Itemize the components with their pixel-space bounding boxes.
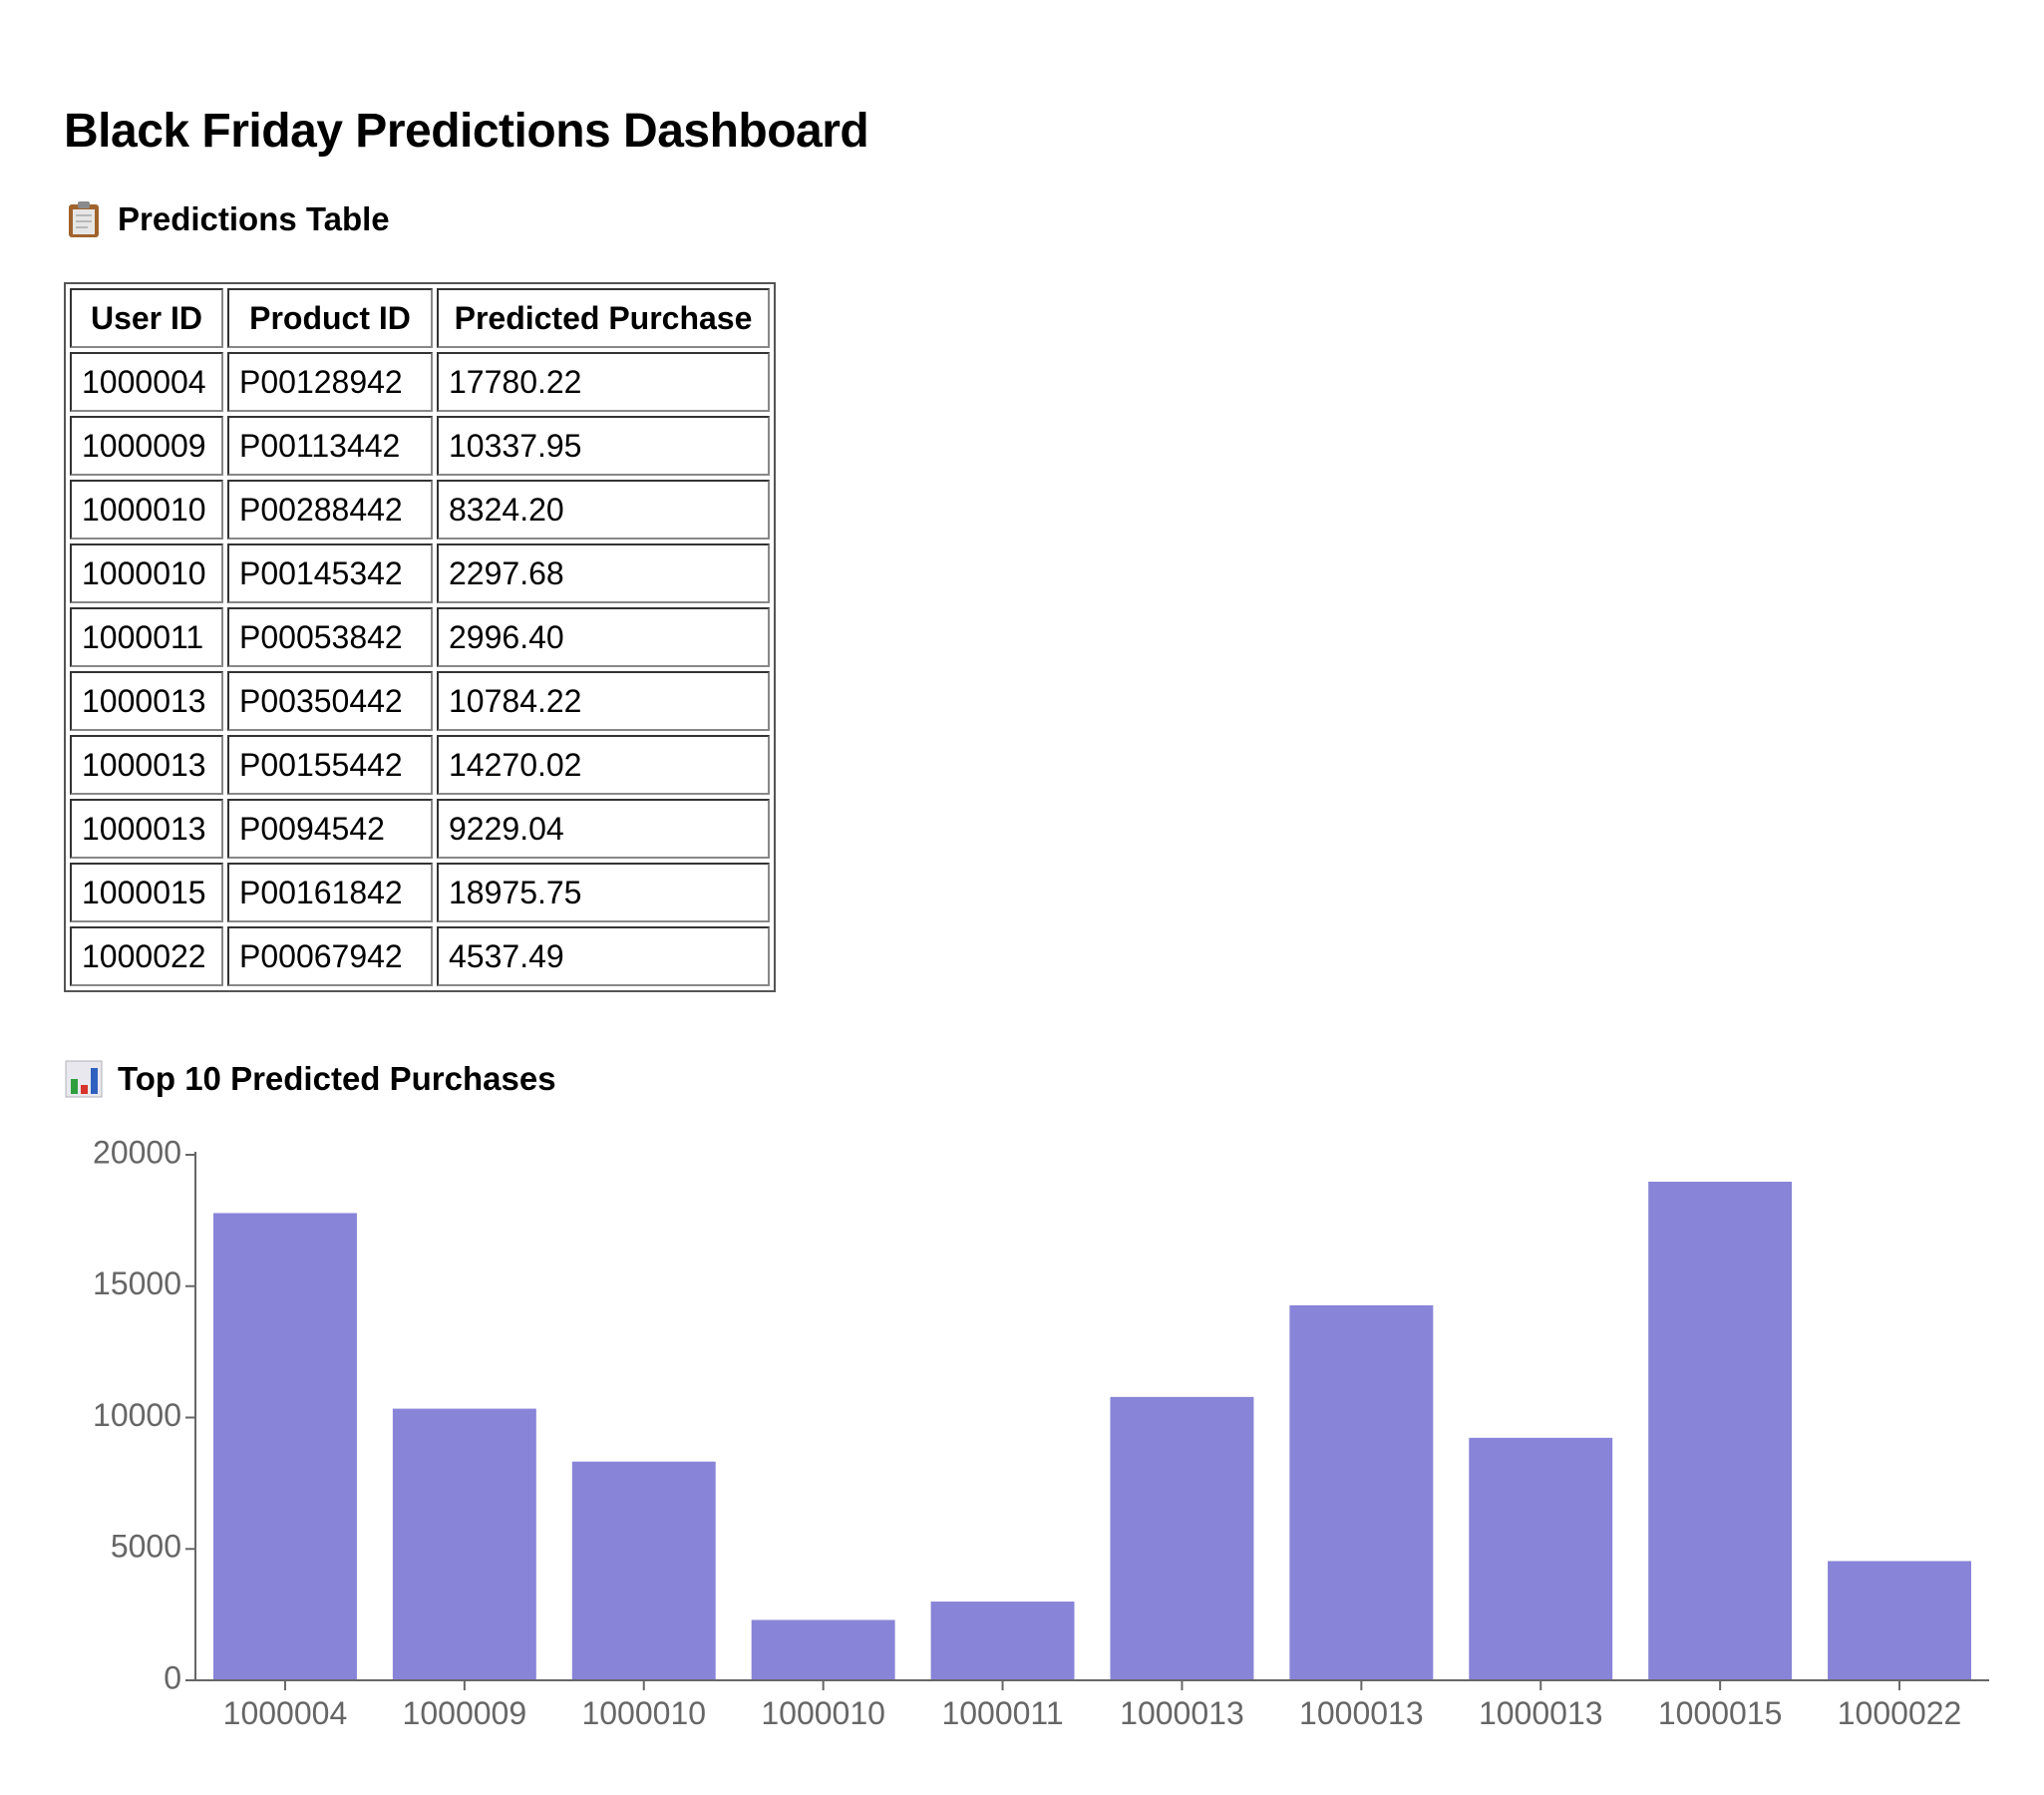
- cell-product-id: P00113442: [227, 416, 433, 476]
- bar: [571, 1461, 716, 1680]
- x-tick-label: 1000013: [1299, 1695, 1424, 1731]
- cell-product-id: P0094542: [227, 799, 433, 859]
- bar: [1648, 1181, 1793, 1680]
- table-row: 1000011 P00053842 2996.40: [70, 607, 770, 667]
- cell-product-id: P00128942: [227, 352, 433, 412]
- y-tick-label: 0: [164, 1659, 181, 1695]
- table-row: 1000015 P00161842 18975.75: [70, 863, 770, 922]
- cell-user-id: 1000004: [70, 352, 223, 412]
- cell-predicted-purchase: 8324.20: [437, 480, 770, 539]
- cell-predicted-purchase: 2297.68: [437, 543, 770, 603]
- table-row: 1000013 P00350442 10784.22: [70, 671, 770, 731]
- column-header-user-id: User ID: [70, 288, 223, 348]
- cell-user-id: 1000010: [70, 480, 223, 539]
- y-tick-label: 20000: [93, 1134, 181, 1170]
- y-tick-label: 15000: [93, 1265, 181, 1301]
- table-header-row: User ID Product ID Predicted Purchase: [70, 288, 770, 348]
- predictions-table-heading-label: Predictions Table: [118, 200, 390, 237]
- cell-product-id: P00161842: [227, 863, 433, 922]
- bar: [392, 1408, 536, 1680]
- cell-user-id: 1000022: [70, 926, 223, 986]
- cell-user-id: 1000009: [70, 416, 223, 476]
- x-tick-label: 1000010: [761, 1695, 885, 1731]
- cell-predicted-purchase: 4537.49: [437, 926, 770, 986]
- cell-predicted-purchase: 14270.02: [437, 735, 770, 795]
- predictions-table-heading: Predictions Table: [64, 199, 390, 239]
- table-row: 1000022 P00067942 4537.49: [70, 926, 770, 986]
- column-header-predicted-purchase: Predicted Purchase: [437, 288, 770, 348]
- bar: [1469, 1437, 1613, 1680]
- top-purchases-chart-heading: Top 10 Predicted Purchases: [64, 1059, 556, 1099]
- bar: [1828, 1561, 1972, 1680]
- cell-predicted-purchase: 2996.40: [437, 607, 770, 667]
- x-tick-label: 1000011: [941, 1695, 1063, 1731]
- cell-product-id: P00350442: [227, 671, 433, 731]
- cell-product-id: P00053842: [227, 607, 433, 667]
- cell-predicted-purchase: 17780.22: [437, 352, 770, 412]
- x-tick-label: 1000022: [1838, 1695, 1962, 1731]
- cell-predicted-purchase: 10337.95: [437, 416, 770, 476]
- page-title: Black Friday Predictions Dashboard: [64, 105, 869, 158]
- table-row: 1000009 P00113442 10337.95: [70, 416, 770, 476]
- bar: [930, 1602, 1075, 1680]
- cell-predicted-purchase: 9229.04: [437, 799, 770, 859]
- table-row: 1000010 P00145342 2297.68: [70, 543, 770, 603]
- cell-user-id: 1000010: [70, 543, 223, 603]
- cell-product-id: P00145342: [227, 543, 433, 603]
- bar: [1110, 1396, 1254, 1680]
- y-tick-label: 5000: [111, 1529, 181, 1565]
- bar-chart-icon: [65, 1060, 103, 1098]
- cell-product-id: P00067942: [227, 926, 433, 986]
- bar: [212, 1213, 357, 1680]
- cell-product-id: P00155442: [227, 735, 433, 795]
- cell-user-id: 1000013: [70, 671, 223, 731]
- x-tick-label: 1000004: [223, 1695, 348, 1731]
- bar: [751, 1619, 895, 1680]
- x-tick-label: 1000010: [581, 1695, 706, 1731]
- top-purchases-chart-heading-label: Top 10 Predicted Purchases: [118, 1060, 556, 1097]
- cell-user-id: 1000011: [70, 607, 223, 667]
- x-tick-label: 1000013: [1479, 1695, 1603, 1731]
- cell-product-id: P00288442: [227, 480, 433, 539]
- cell-predicted-purchase: 18975.75: [437, 863, 770, 922]
- bar: [1289, 1304, 1434, 1680]
- cell-user-id: 1000013: [70, 799, 223, 859]
- column-header-product-id: Product ID: [227, 288, 433, 348]
- y-tick-label: 10000: [93, 1397, 181, 1433]
- predictions-table: User ID Product ID Predicted Purchase 10…: [64, 282, 776, 992]
- table-row: 1000013 P0094542 9229.04: [70, 799, 770, 859]
- cell-user-id: 1000015: [70, 863, 223, 922]
- x-tick-label: 1000013: [1120, 1695, 1244, 1731]
- cell-predicted-purchase: 10784.22: [437, 671, 770, 731]
- table-row: 1000004 P00128942 17780.22: [70, 352, 770, 412]
- table-row: 1000013 P00155442 14270.02: [70, 735, 770, 795]
- x-tick-label: 1000015: [1658, 1695, 1783, 1731]
- x-tick-label: 1000009: [403, 1695, 527, 1731]
- clipboard-icon: [69, 201, 99, 237]
- table-row: 1000010 P00288442 8324.20: [70, 480, 770, 539]
- cell-user-id: 1000013: [70, 735, 223, 795]
